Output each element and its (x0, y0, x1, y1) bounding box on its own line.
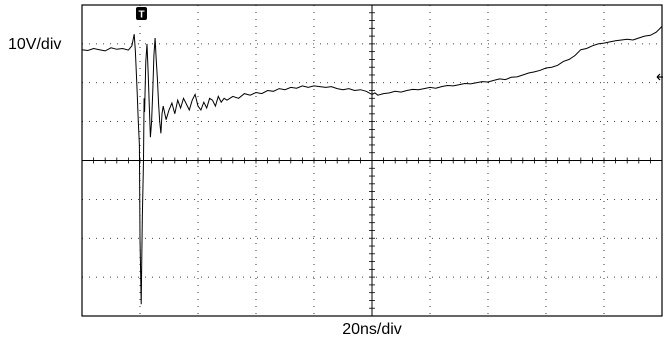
waveform-trace (81, 26, 663, 305)
trigger-position-marker: T (136, 7, 147, 21)
trigger-marker-label: T (138, 10, 144, 21)
trigger-level-arrow-icon (656, 73, 663, 81)
axis-ticks (93, 12, 651, 309)
plot-frame (81, 4, 663, 317)
x-axis-scale-label: 20ns/div (342, 321, 402, 338)
y-axis-scale-label: 10V/div (8, 36, 61, 53)
